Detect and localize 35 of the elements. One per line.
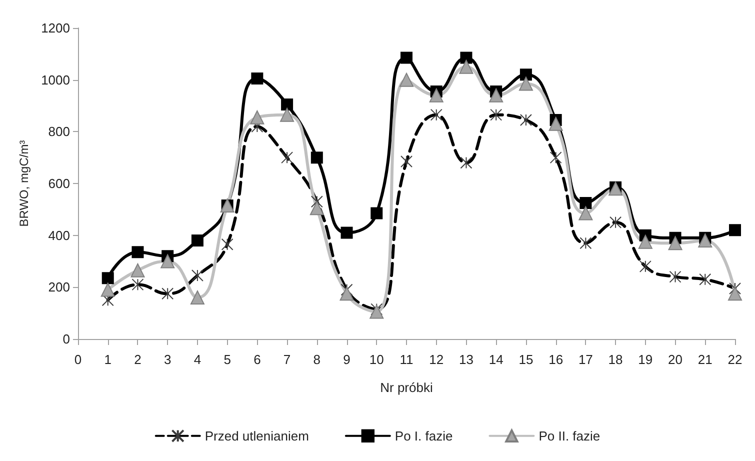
- x-tick-label: 17: [578, 352, 593, 367]
- x-tick-label: 21: [698, 352, 712, 367]
- x-tick-label: 6: [254, 352, 261, 367]
- y-tick-label: 200: [48, 280, 70, 295]
- x-tick-label: 20: [668, 352, 683, 367]
- x-tick-label: 12: [429, 352, 444, 367]
- x-tick-label: 10: [369, 352, 384, 367]
- y-tick-label: 800: [48, 124, 70, 140]
- x-tick-label: 18: [608, 352, 623, 367]
- x-tick-label: 4: [194, 352, 202, 367]
- x-tick-label: 16: [548, 352, 564, 367]
- y-axis-title: BRWO, mgC/m³: [17, 140, 32, 227]
- y-tick-label: 0: [62, 332, 70, 346]
- y-tick-label: 1200: [41, 20, 70, 36]
- legend-label: Po II. fazie: [538, 428, 600, 444]
- y-tick-label: 400: [48, 228, 70, 243]
- x-tick-label: 22: [728, 352, 742, 367]
- x-tick-label: 5: [224, 352, 231, 367]
- y-tick-label: 1000: [41, 72, 70, 88]
- x-tick-label: 2: [134, 352, 142, 367]
- x-tick-label: 0: [74, 352, 82, 367]
- x-tick-label: 14: [488, 352, 504, 367]
- x-tick-label: 15: [518, 352, 534, 367]
- x-tick-label: 11: [400, 352, 414, 367]
- legend-label: Przed utlenianiem: [204, 428, 309, 444]
- x-tick-label: 13: [458, 352, 474, 367]
- x-tick-label: 7: [283, 352, 291, 367]
- x-axis-title: Nr próbki: [380, 380, 433, 395]
- x-tick-label: 9: [343, 352, 350, 367]
- x-tick-label: 1: [104, 352, 112, 367]
- x-tick-label: 19: [638, 352, 653, 367]
- legend-label: Po I. fazie: [394, 428, 453, 444]
- x-tick-label: 8: [313, 352, 321, 367]
- y-tick-label: 600: [48, 176, 70, 191]
- x-tick-label: 3: [164, 352, 172, 367]
